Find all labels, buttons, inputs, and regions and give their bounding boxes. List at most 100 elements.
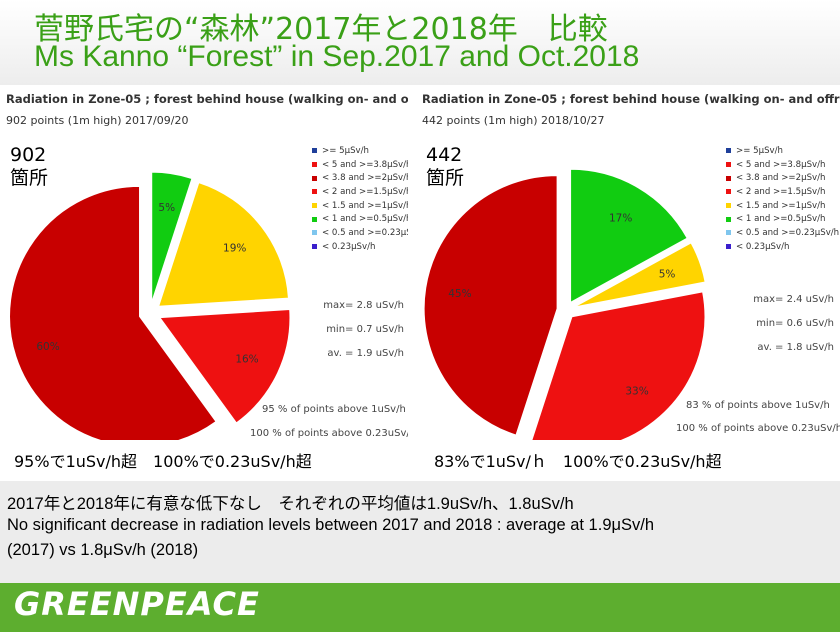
legend-swatch [726, 162, 731, 168]
legend-label: < 3.8 and >=2μSv/h [322, 173, 408, 184]
footer-bar: GREENPEACE [0, 583, 840, 632]
legend-item: < 3.8 and >=2μSv/h [726, 171, 839, 185]
legend-label: < 5 and >=3.8μSv/h [736, 159, 826, 170]
slice-label: 16% [235, 354, 258, 366]
legend-label: < 1 and >=0.5μSv/h [736, 214, 826, 225]
legend-item: < 1 and >=0.5μSv/h [312, 212, 408, 226]
pie-slice [531, 291, 706, 440]
legend-label: < 0.23μSv/h [322, 241, 376, 252]
chart-stats: max= 2.8 uSv/h min= 0.7 uSv/h av. = 1.9 … [300, 300, 404, 372]
pie-slice [157, 181, 289, 307]
legend-item: < 0.5 and >=0.23μSv/h [726, 226, 839, 240]
legend-swatch [726, 148, 731, 154]
legend-label: < 1 and >=0.5μSv/h [322, 214, 408, 225]
legend-label: < 2 and >=1.5μSv/h [322, 186, 408, 197]
greenpeace-logo: GREENPEACE [14, 585, 260, 623]
point-count: 442 箇所 [426, 144, 464, 190]
pie-chart: 5% 19% 16% 60% [9, 171, 291, 440]
legend-label: >= 5μSv/h [322, 145, 369, 156]
chart-legend: >= 5μSv/h < 5 and >=3.8μSv/h < 3.8 and >… [726, 144, 839, 254]
slice-label: 17% [609, 213, 632, 225]
legend-label: < 5 and >=3.8μSv/h [322, 159, 408, 170]
legend-item: < 1.5 and >=1μSv/h [726, 199, 839, 213]
pie-slice [423, 175, 558, 436]
legend-label: < 3.8 and >=2μSv/h [736, 173, 826, 184]
slice-label: 60% [36, 341, 59, 353]
summary-2017: 95%で1uSv/h超 100%で0.23uSv/h超 [14, 452, 312, 471]
legend-label: < 0.5 and >=0.23μSv/h [736, 227, 840, 238]
slice-label: 5% [659, 269, 676, 281]
legend-swatch [312, 216, 317, 222]
slice-label: 33% [625, 386, 648, 398]
legend-swatch [312, 148, 317, 154]
chart-stats: max= 2.4 uSv/h min= 0.6 uSv/h av. = 1.8 … [730, 294, 834, 366]
legend-swatch [726, 189, 731, 195]
point-count-unit: 箇所 [10, 167, 49, 189]
legend-swatch [312, 162, 317, 168]
legend-item: >= 5μSv/h [726, 144, 839, 158]
legend-swatch [726, 216, 731, 222]
slice-label: 45% [448, 288, 471, 300]
pie-slice [151, 171, 193, 303]
stat-min: min= 0.7 uSv/h [326, 324, 404, 335]
legend-label: < 2 and >=1.5μSv/h [736, 186, 826, 197]
conclusion-box: 2017年と2018年に有意な低下なし それぞれの平均値は1.9uSv/h、1.… [0, 481, 840, 583]
page-title-english: Ms Kanno “Forest” in Sep.2017 and Oct.20… [34, 40, 640, 73]
chart-title: Radiation in Zone-05 ; forest behind hou… [6, 92, 408, 106]
legend-item: < 3.8 and >=2μSv/h [312, 171, 408, 185]
legend-item: < 0.5 and >=0.23μSv/h [312, 226, 408, 240]
note-above-023usv: 100 % of points above 0.23uSv/h [250, 428, 408, 439]
legend-item: < 5 and >=3.8μSv/h [726, 158, 839, 172]
legend-item: < 0.23μSv/h [312, 240, 408, 254]
legend-item: < 1.5 and >=1μSv/h [312, 199, 408, 213]
legend-item: >= 5μSv/h [312, 144, 408, 158]
legend-swatch [312, 203, 317, 209]
legend-swatch [726, 175, 731, 181]
pie-slice [159, 308, 291, 424]
pie-slice [9, 185, 217, 440]
slice-label: 5% [158, 202, 175, 214]
legend-label: < 1.5 and >=1μSv/h [322, 200, 408, 211]
legend-item: < 2 and >=1.5μSv/h [312, 185, 408, 199]
note-above-1usv: 95 % of points above 1uSv/h [262, 404, 406, 415]
point-count-number: 902 [10, 144, 47, 166]
summary-2018: 83%で1uSv/ｈ 100%で0.23uSv/h超 [434, 452, 722, 471]
chart-legend: >= 5μSv/h < 5 and >=3.8μSv/h < 3.8 and >… [312, 144, 408, 254]
legend-label: < 0.23μSv/h [736, 241, 790, 252]
pie-slice [570, 168, 688, 304]
legend-label: < 1.5 and >=1μSv/h [736, 200, 826, 211]
legend-swatch [312, 244, 317, 250]
pie-slice [574, 242, 706, 308]
legend-swatch [726, 203, 731, 209]
page-title-japanese: 菅野氏宅の“森林”2017年と2018年 比較 [34, 12, 608, 47]
legend-item: < 1 and >=0.5μSv/h [726, 212, 839, 226]
stat-max: max= 2.8 uSv/h [323, 300, 404, 311]
legend-swatch [726, 244, 731, 250]
note-above-1usv: 83 % of points above 1uSv/h [686, 400, 830, 411]
chart-panel-2017: Radiation in Zone-05 ; forest behind hou… [0, 88, 408, 440]
legend-item: < 2 and >=1.5μSv/h [726, 185, 839, 199]
legend-label: >= 5μSv/h [736, 145, 783, 156]
point-count-number: 442 [426, 144, 463, 166]
stat-min: min= 0.6 uSv/h [756, 318, 834, 329]
legend-swatch [312, 175, 317, 181]
conclusion-english-line1: No significant decrease in radiation lev… [7, 516, 655, 534]
chart-panel-2018: Radiation in Zone-05 ; forest behind hou… [416, 88, 840, 440]
legend-item: < 0.23μSv/h [726, 240, 839, 254]
chart-subtitle: 442 points (1m high) 2018/10/27 [422, 114, 605, 127]
stat-max: max= 2.4 uSv/h [753, 294, 834, 305]
conclusion-english-line2: (2017) vs 1.8μSv/h (2018) [7, 541, 199, 559]
legend-swatch [312, 189, 317, 195]
stat-average: av. = 1.8 uSv/h [757, 342, 834, 353]
pie-chart: 17% 5% 33% 45% [423, 168, 706, 440]
header-background [0, 0, 840, 85]
chart-title: Radiation in Zone-05 ; forest behind hou… [422, 92, 840, 106]
chart-subtitle: 902 points (1m high) 2017/09/20 [6, 114, 189, 127]
legend-swatch [726, 230, 731, 236]
point-count: 902 箇所 [10, 144, 48, 190]
stat-average: av. = 1.9 uSv/h [327, 348, 404, 359]
legend-label: < 0.5 and >=0.23μSv/h [322, 227, 408, 238]
slice-label: 19% [223, 242, 246, 254]
note-above-023usv: 100 % of points above 0.23uSv/h [676, 423, 840, 434]
legend-item: < 5 and >=3.8μSv/h [312, 158, 408, 172]
